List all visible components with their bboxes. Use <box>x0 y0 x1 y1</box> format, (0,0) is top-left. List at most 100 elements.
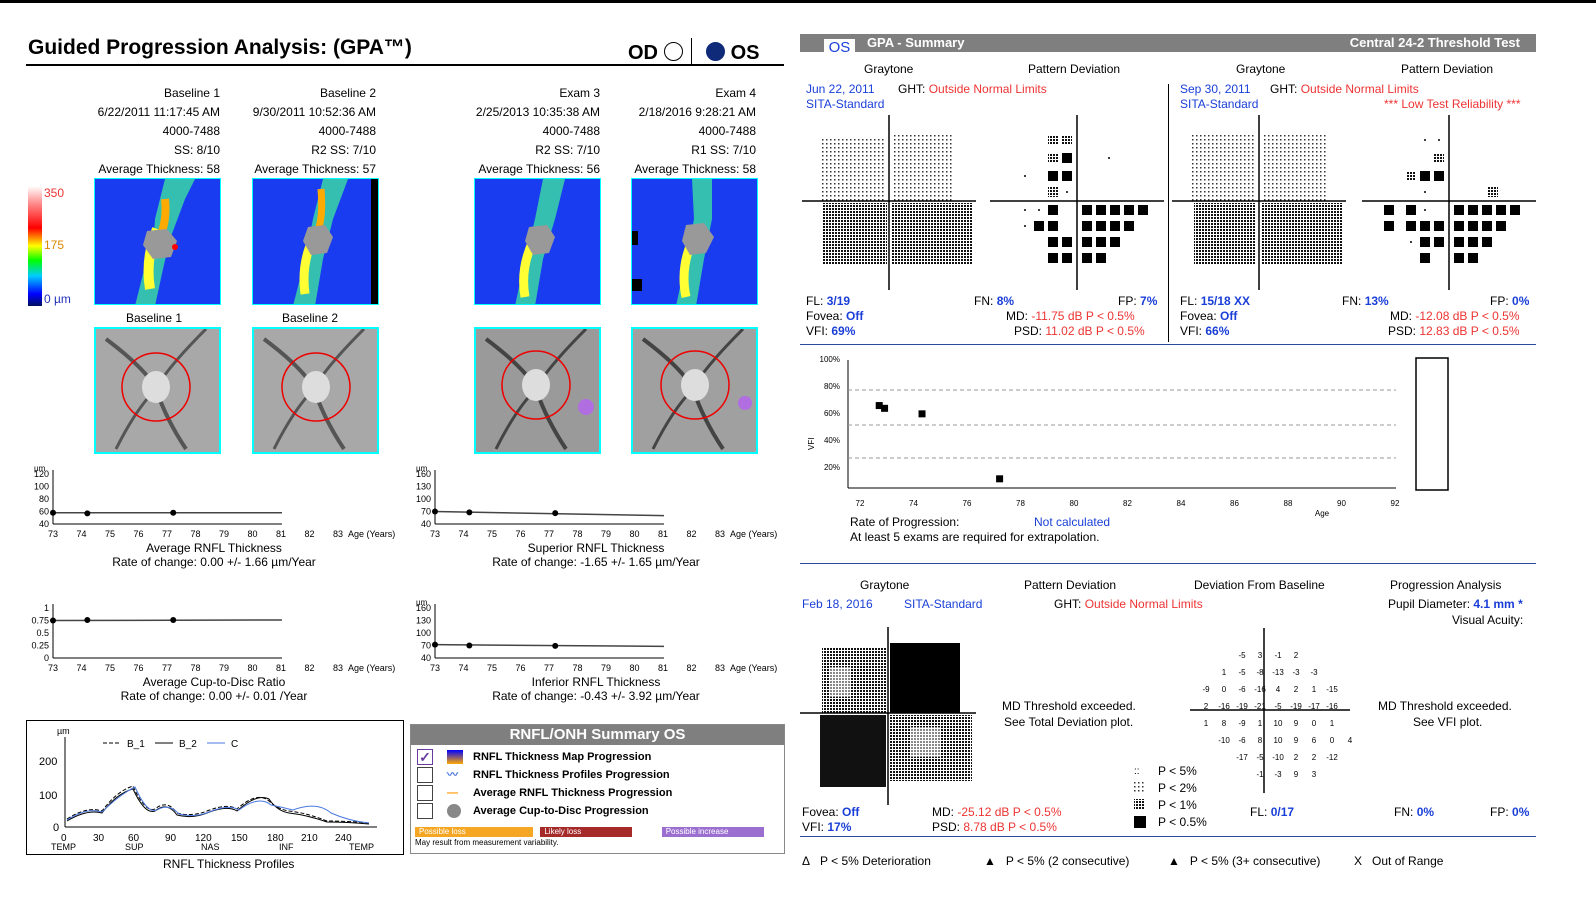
trend-line <box>52 619 283 622</box>
p-05-mark <box>1510 205 1520 215</box>
y-tick: 100 <box>416 628 431 638</box>
b1-ght: GHT: Outside Normal Limits <box>898 82 1047 96</box>
p-1-mark <box>1048 153 1058 163</box>
x-tick: 83 <box>715 663 725 673</box>
x-tick: 76 <box>515 663 525 673</box>
b2-fl: FL: 15/18 XX <box>1180 294 1251 308</box>
svg-text:TEMP: TEMP <box>349 842 374 852</box>
thickness-map-2[interactable] <box>252 178 379 305</box>
p-05-mark <box>1048 237 1058 247</box>
svg-text:B_1: B_1 <box>127 739 145 750</box>
p-05-mark <box>1406 221 1416 231</box>
summary-item-average[interactable]: — Average RNFL Thickness Progression <box>417 784 778 802</box>
summary-item-cupdisc[interactable]: Average Cup-to-Disc Progression <box>417 802 778 820</box>
cur-pd-label: Pattern Deviation <box>1024 578 1117 592</box>
p-1-mark <box>1406 171 1416 181</box>
chart-title: Average Cup-to-Disc Ratio <box>143 675 286 689</box>
thickness-map-4[interactable] <box>631 178 758 305</box>
p-05-mark <box>1482 221 1492 231</box>
svg-text:P < 1%: P < 1% <box>1158 798 1197 812</box>
p-05-mark <box>1124 221 1134 231</box>
p-normal-mark <box>1066 191 1068 193</box>
b1-fl: FL: 3/19 <box>806 294 851 308</box>
svg-text:90: 90 <box>165 833 177 844</box>
disc-icon <box>447 804 461 819</box>
p-05-mark <box>1468 237 1478 247</box>
p-05-mark <box>1096 221 1106 231</box>
y-tick: 0.75 <box>31 616 49 626</box>
y-tick: 120 <box>34 469 49 479</box>
dfb-value: 0 <box>1222 685 1227 694</box>
b1-fn: FN: 8% <box>974 294 1015 308</box>
svg-text:150: 150 <box>231 833 248 844</box>
data-point <box>552 642 559 649</box>
x-unit: Age (Years) <box>348 529 395 539</box>
fundus-image-2[interactable] <box>252 327 379 454</box>
x-unit: Age (Years) <box>730 529 777 539</box>
map-icon <box>447 750 463 765</box>
gpa-title: GPA - Summary <box>866 35 965 50</box>
b2-pd-label: Pattern Deviation <box>1401 62 1494 76</box>
dfb-value: 4 <box>1348 736 1353 745</box>
chart-rate: Rate of change: -1.65 +/- 1.65 µm/Year <box>492 555 700 569</box>
p-05-mark <box>1384 205 1394 215</box>
od-radio[interactable] <box>664 42 683 61</box>
title-underline <box>26 64 784 66</box>
p-05-mark <box>1082 205 1092 215</box>
x-tick: 81 <box>658 663 668 673</box>
b1-vfi: VFI: 69% <box>806 324 856 338</box>
p-05-mark <box>1482 205 1492 215</box>
dfb-value: 2 <box>1312 753 1317 762</box>
dfb-value: 2 <box>1294 685 1299 694</box>
summary-item-profiles[interactable]: 〰 RNFL Thickness Profiles Progression <box>417 766 778 784</box>
x-tick: 77 <box>162 663 172 673</box>
summary-note: May result from measurement variability. <box>415 838 559 847</box>
p-05-mark <box>1454 221 1464 231</box>
exam-header-4: Exam 4 2/18/2016 9:28:21 AM 4000-7488 R1 SS… <box>634 86 756 176</box>
fundus-image-4[interactable] <box>631 327 758 454</box>
dfb-value: 10 <box>1274 736 1283 745</box>
b2-fp: FP: 0% <box>1490 294 1530 308</box>
dfb-value: 1 <box>1312 685 1317 694</box>
p-05-mark <box>1048 171 1058 181</box>
b1-fovea: Fovea: Off <box>806 309 864 323</box>
os-radio[interactable] <box>705 42 725 61</box>
x-tick: 86 <box>1230 499 1239 508</box>
p-05-mark <box>1096 237 1106 247</box>
x-tick: 73 <box>430 529 440 539</box>
cur-vfi-msg2: See VFI plot. <box>1413 715 1483 729</box>
profiles-title: RNFL Thickness Profiles <box>163 857 295 871</box>
vfi-point <box>918 410 926 418</box>
x-tick: 82 <box>304 663 314 673</box>
p-05-mark <box>1124 205 1134 215</box>
x-tick: 79 <box>219 529 229 539</box>
svg-text:P < 5%: P < 5% <box>1158 764 1197 778</box>
summary-item-map[interactable]: ✓ RNFL Thickness Map Progression <box>417 748 778 766</box>
vfi-point <box>875 402 883 410</box>
wave-icon: 〰 <box>447 769 458 781</box>
thickness-map-3[interactable] <box>474 178 601 305</box>
rate-value: Not calculated <box>1034 515 1111 529</box>
data-point <box>432 508 438 515</box>
b2-psd: PSD: 12.83 dB P < 0.5% <box>1388 324 1520 338</box>
dfb-value: -16 <box>1326 702 1338 711</box>
x-tick: 90 <box>1337 499 1346 508</box>
dfb-value: -19 <box>1290 702 1302 711</box>
dfb-value: -1 <box>1274 651 1282 660</box>
section-divider-2 <box>800 563 1536 564</box>
fundus-image-3[interactable] <box>474 327 601 454</box>
data-point <box>84 510 91 517</box>
cur-date: Feb 18, 2016 <box>802 597 873 611</box>
b2-strategy: SITA-Standard <box>1180 97 1259 111</box>
page-title: Guided Progression Analysis: (GPA™) <box>28 36 412 59</box>
thickness-map-1[interactable] <box>94 178 221 305</box>
x-tick: 83 <box>333 663 343 673</box>
dfb-value: -15 <box>1326 685 1338 694</box>
p-normal-mark <box>1108 157 1110 159</box>
dfb-value: 2 <box>1294 753 1299 762</box>
y-tick: 0.25 <box>31 641 49 651</box>
eye-selector: OD OS <box>628 38 759 65</box>
fundus-image-1[interactable] <box>94 327 221 454</box>
dfb-value: 1 <box>1258 719 1263 728</box>
y-tick: 40 <box>39 519 49 529</box>
